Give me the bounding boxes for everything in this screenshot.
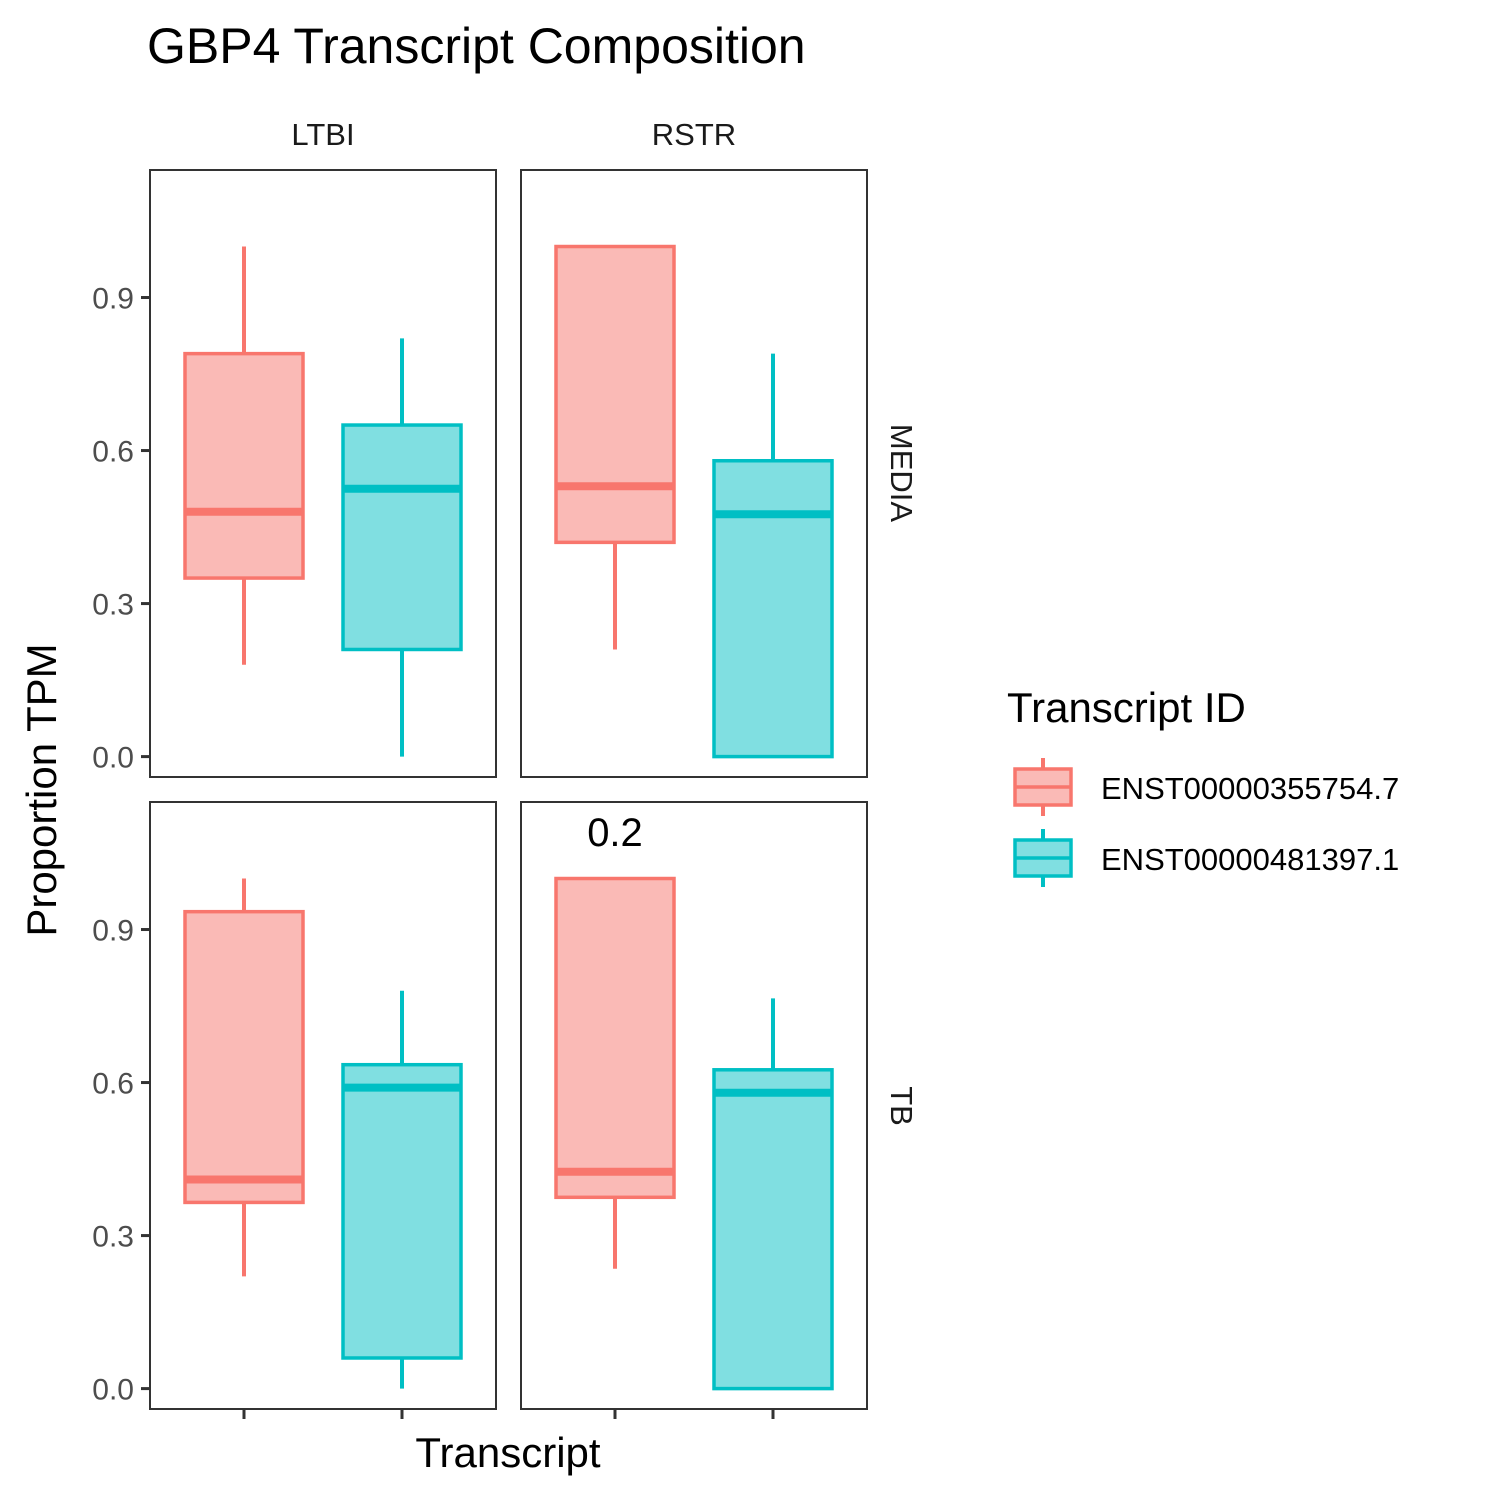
- box-body: [554, 244, 676, 545]
- box-2: [712, 998, 834, 1391]
- legend-label: ENST00000481397.1: [1101, 842, 1399, 877]
- panel-border: [149, 801, 497, 1410]
- box-2: [341, 990, 463, 1389]
- y-tick-label: 0.3: [92, 1221, 134, 1254]
- legend-item-2: ENST00000481397.1: [1013, 829, 1399, 887]
- panel-border: [520, 169, 868, 778]
- box-body: [341, 1062, 463, 1360]
- panel-annotation: 0.2: [587, 811, 643, 855]
- y-tick-label: 0.0: [92, 1374, 134, 1407]
- box-1: [554, 244, 676, 650]
- box-2: [712, 353, 834, 759]
- y-tick-label: 0.3: [92, 589, 134, 622]
- legend-title: Transcript ID: [1007, 684, 1246, 731]
- y-tick-label: 0.6: [92, 1068, 134, 1101]
- box-body: [183, 351, 305, 580]
- box-1: [183, 878, 305, 1277]
- y-tick-label: 0.6: [92, 436, 134, 469]
- facet-panel-tb-ltbi: 0.0 0.3 0.6 0.9: [92, 801, 497, 1419]
- box-1: [554, 876, 676, 1269]
- legend: Transcript ID ENST00000355754.7 ENST00000…: [1007, 684, 1399, 887]
- box-body: [554, 876, 676, 1200]
- box-body: [712, 1068, 834, 1391]
- panel-border: [520, 801, 868, 1410]
- box-2: [341, 338, 463, 757]
- box-body: [183, 909, 305, 1205]
- strip-label-tb: TB: [884, 1086, 919, 1126]
- y-tick-label: 0.0: [92, 742, 134, 775]
- facet-panel-tb-rstr: 0.2: [520, 801, 868, 1419]
- y-axis-title: Proportion TPM: [18, 643, 65, 936]
- box-body: [341, 423, 463, 652]
- facet-panel-media-rstr: [520, 169, 868, 778]
- x-axis-title: Transcript: [415, 1429, 600, 1476]
- box-1: [183, 246, 305, 665]
- y-tick-label: 0.9: [92, 283, 134, 316]
- box-body: [712, 458, 834, 759]
- strip-label-rstr: RSTR: [652, 117, 736, 152]
- strip-label-media: MEDIA: [884, 424, 919, 523]
- panel-border: [149, 169, 497, 778]
- legend-item-1: ENST00000355754.7: [1013, 758, 1399, 816]
- facet-panel-media-ltbi: 0.0 0.3 0.6 0.9: [92, 169, 497, 778]
- chart-title: GBP4 Transcript Composition: [147, 18, 806, 74]
- y-tick-label: 0.9: [92, 915, 134, 948]
- strip-label-ltbi: LTBI: [291, 117, 354, 152]
- facet-panels: 0.0 0.3 0.6 0.9 0.0 0.3 0.6 0.9 0.2: [92, 169, 868, 1419]
- legend-label: ENST00000355754.7: [1101, 771, 1399, 806]
